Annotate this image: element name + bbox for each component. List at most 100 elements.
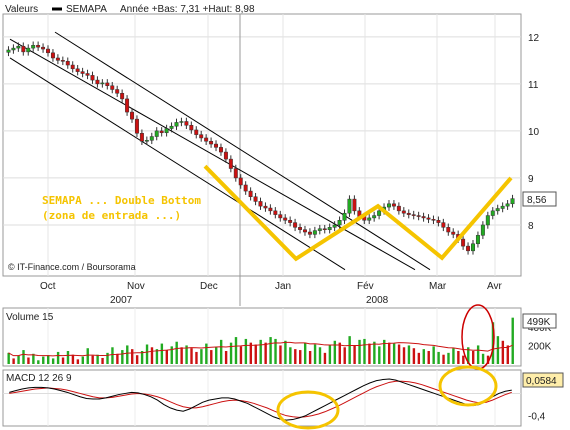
volume-bar xyxy=(101,357,104,364)
volume-bar xyxy=(457,351,460,364)
candle-up xyxy=(174,122,179,127)
trend-channel xyxy=(9,31,431,271)
candle-down xyxy=(125,98,130,113)
macd-panel xyxy=(2,369,522,427)
macd-tick-label: -0,4 xyxy=(528,412,546,423)
candle-down xyxy=(159,130,164,134)
year-label-2007: 2007 xyxy=(110,295,133,306)
candle-down xyxy=(406,212,411,215)
candle-down xyxy=(391,203,396,207)
candle-up xyxy=(377,210,382,216)
volume-bar xyxy=(175,341,178,364)
month-tick-label: Mar xyxy=(429,281,447,292)
volume-bar xyxy=(299,350,302,364)
candle-up xyxy=(347,198,352,214)
candle-up xyxy=(332,224,337,228)
candle-down xyxy=(139,132,144,142)
volume-bar xyxy=(249,342,253,364)
last-volume-value: 499K xyxy=(527,317,551,328)
volume-bar xyxy=(467,347,470,364)
candle-up xyxy=(31,45,36,49)
candle-down xyxy=(120,93,125,100)
channel-lower-line xyxy=(9,57,346,271)
candle-down xyxy=(431,219,436,221)
volume-bar xyxy=(259,339,262,364)
volume-bar xyxy=(155,349,159,364)
volume-bar xyxy=(121,350,124,364)
volume-bar xyxy=(378,346,381,364)
volume-bar xyxy=(264,342,267,364)
volume-bar xyxy=(86,348,89,364)
volume-bar xyxy=(387,342,391,364)
month-tick-label: Oct xyxy=(40,281,56,292)
candle-down xyxy=(90,75,95,81)
candle-up xyxy=(11,47,16,51)
volume-bar xyxy=(368,343,371,364)
volume-bar xyxy=(452,348,455,364)
volume-bar xyxy=(76,359,80,364)
volume-bar xyxy=(135,355,139,364)
candle-down xyxy=(322,228,327,230)
candle-down xyxy=(307,231,312,235)
month-tick-label: Dec xyxy=(200,281,218,292)
candle-down xyxy=(461,238,466,247)
candle-up xyxy=(16,45,21,49)
price-tick-label: 12 xyxy=(528,33,540,44)
volume-bar xyxy=(106,352,109,364)
source-credit: © IT-Finance.com / Boursorama xyxy=(8,262,136,272)
candle-down xyxy=(273,210,278,215)
candle-down xyxy=(238,177,243,186)
volume-bar xyxy=(150,347,154,364)
volume-bar xyxy=(328,345,332,364)
volume-bar xyxy=(496,336,500,364)
candle-down xyxy=(75,68,80,72)
candle-down xyxy=(95,79,100,85)
candle-down xyxy=(401,210,406,214)
year-label-2008: 2008 xyxy=(366,295,389,306)
volume-bar xyxy=(486,355,490,364)
candle-down xyxy=(416,215,421,217)
candle-down xyxy=(189,124,194,131)
price-tick-label: 11 xyxy=(528,80,539,91)
volume-bar xyxy=(476,345,480,364)
volume-bar xyxy=(111,347,114,364)
candle-down xyxy=(80,71,85,74)
candle-down xyxy=(204,137,209,142)
volume-bar xyxy=(61,357,65,364)
candle-up xyxy=(485,215,490,226)
volume-bar xyxy=(116,353,119,364)
candle-down xyxy=(55,57,60,61)
volume-bar xyxy=(338,342,341,364)
macd-lines xyxy=(3,378,521,421)
volume-bar xyxy=(131,349,134,364)
candle-down xyxy=(134,118,139,134)
grid xyxy=(3,14,521,426)
candle-up xyxy=(342,212,347,221)
price-panel xyxy=(2,13,522,277)
volume-bar xyxy=(17,355,20,364)
volume-bar xyxy=(219,339,223,364)
volume-bar xyxy=(165,350,169,364)
volume-bar xyxy=(294,349,297,364)
candle-down xyxy=(194,129,199,135)
candle-up xyxy=(312,230,317,235)
candles xyxy=(6,41,515,255)
volume-bar xyxy=(32,353,35,364)
volume-label: Volume 15 xyxy=(6,312,54,323)
volume-bar xyxy=(511,317,514,364)
volume-bar xyxy=(417,352,421,364)
volume-bar xyxy=(412,348,416,364)
candle-up xyxy=(26,47,31,53)
volume-bar xyxy=(471,351,475,364)
volume-bar xyxy=(185,345,188,364)
candle-up xyxy=(372,215,377,219)
volume-bar xyxy=(51,358,55,364)
volume-bar xyxy=(37,360,40,364)
candle-down xyxy=(352,198,357,212)
volume-bar xyxy=(284,340,287,364)
volume-bar xyxy=(12,358,15,364)
candle-down xyxy=(451,231,456,235)
candle-up xyxy=(327,227,332,230)
candle-down xyxy=(184,121,189,126)
